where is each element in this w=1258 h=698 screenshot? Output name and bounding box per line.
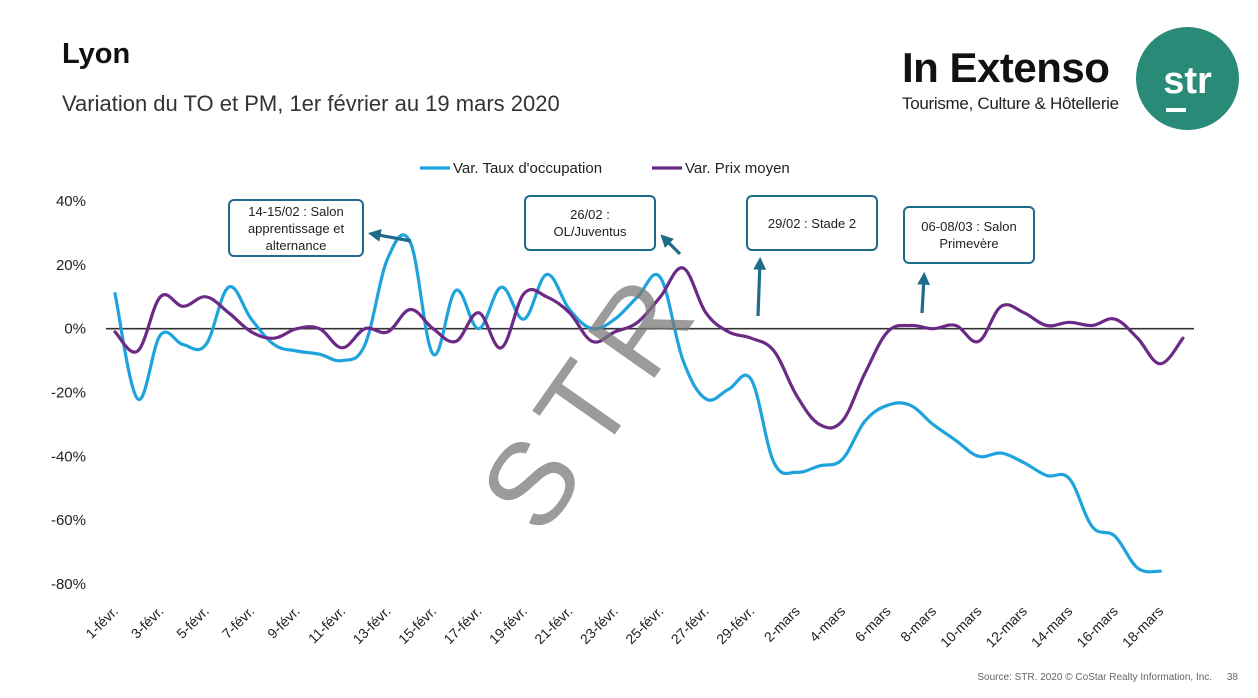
x-tick-label: 18-mars	[1119, 603, 1167, 651]
x-tick-label: 17-févr.	[440, 603, 484, 647]
legend-label: Var. Taux d'occupation	[453, 160, 602, 177]
x-tick-label: 7-févr.	[219, 603, 258, 642]
x-tick-label: 9-févr.	[264, 603, 303, 642]
callout-salon-apprentissage: 14-15/02 : Salon apprentissage et altern…	[228, 199, 364, 257]
source-text: Source: STR. 2020 © CoStar Realty Inform…	[977, 672, 1213, 683]
brand-logo-name: In Extenso	[902, 44, 1110, 91]
source-footer: Source: STR. 2020 © CoStar Realty Inform…	[977, 672, 1238, 683]
page-number: 38	[1226, 672, 1238, 683]
callout-arrows	[367, 229, 930, 317]
callout-ol-juventus: 26/02 : OL/Juventus	[524, 195, 656, 251]
y-axis: 40% 20% 0% -20% -40% -60% -80%	[51, 193, 1194, 593]
series-line-price	[113, 266, 1185, 430]
x-tick-label: 5-févr.	[173, 603, 212, 642]
x-tick-label: 10-mars	[937, 603, 985, 651]
callout-arrow	[753, 256, 767, 317]
y-tick-label: -60%	[51, 512, 86, 529]
x-tick-label: 27-févr.	[668, 603, 712, 647]
brand-logo-tagline: Tourisme, Culture & Hôtellerie	[902, 94, 1119, 113]
x-tick-label: 11-févr.	[305, 603, 349, 647]
callout-arrow	[917, 271, 930, 314]
x-tick-label: 29-févr.	[713, 603, 757, 647]
x-tick-label: 3-févr.	[128, 603, 167, 642]
callout-arrow	[367, 229, 412, 243]
x-tick-label: 23-févr.	[577, 603, 621, 647]
series-line-occupancy	[113, 233, 1162, 574]
x-tick-label: 25-févr.	[622, 603, 666, 647]
watermark-text: STR	[455, 240, 729, 553]
legend-label: Var. Prix moyen	[685, 160, 790, 177]
page-subtitle: Variation du TO et PM, 1er février au 19…	[62, 91, 560, 116]
y-tick-label: 40%	[56, 193, 86, 210]
y-tick-label: -20%	[51, 385, 86, 402]
x-tick-label: 15-févr.	[395, 603, 439, 647]
callout-salon-primevere: 06-08/03 : Salon Primevère	[903, 206, 1035, 264]
x-tick-label: 13-févr.	[349, 603, 393, 647]
x-tick-label: 6-mars	[852, 603, 894, 645]
chart-legend: Var. Taux d'occupation Var. Prix moyen	[420, 160, 790, 177]
str-logo-text: str	[1163, 60, 1212, 102]
str-logo-underline	[1166, 108, 1186, 112]
x-tick-label: 19-févr.	[486, 603, 530, 647]
x-tick-label: 2-mars	[761, 603, 803, 645]
x-tick-label: 16-mars	[1073, 603, 1121, 651]
series-layer	[113, 233, 1185, 574]
callout-stade-2: 29/02 : Stade 2	[746, 195, 878, 251]
y-tick-label: 0%	[64, 321, 86, 338]
x-tick-label: 14-mars	[1028, 603, 1076, 651]
callout-arrow	[660, 234, 682, 256]
x-tick-label: 12-mars	[982, 603, 1030, 651]
x-tick-label: 21-févr.	[531, 603, 575, 647]
str-logo-icon: str	[1136, 27, 1239, 130]
x-tick-label: 8-mars	[897, 603, 939, 645]
page-title: Lyon	[62, 38, 131, 70]
y-tick-label: -40%	[51, 448, 86, 465]
x-axis: 1-févr. 3-févr. 5-févr. 7-févr. 9-févr. 11-fé…	[82, 603, 1166, 651]
y-tick-label: 20%	[56, 257, 86, 274]
y-tick-label: -80%	[51, 576, 86, 593]
x-tick-label: 1-févr.	[82, 603, 121, 642]
x-tick-label: 4-mars	[806, 603, 848, 645]
